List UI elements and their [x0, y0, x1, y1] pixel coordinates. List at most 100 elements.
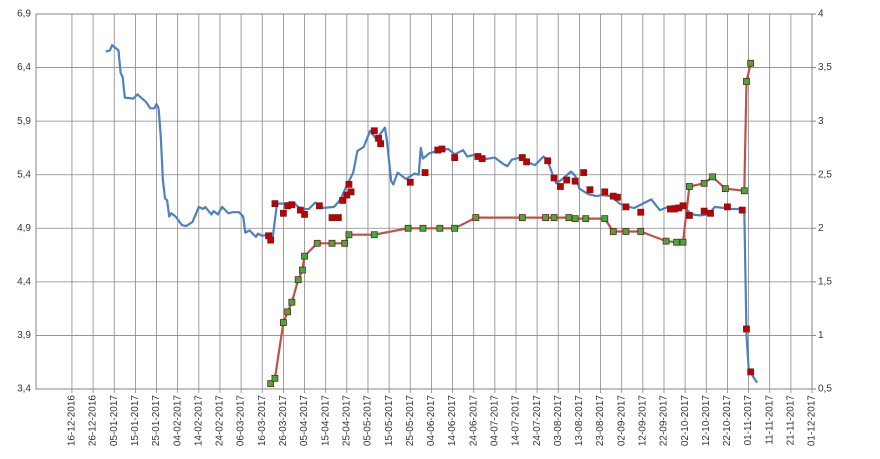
marker — [738, 206, 746, 214]
marker — [637, 208, 645, 216]
marker — [301, 252, 308, 260]
marker — [301, 210, 308, 218]
plot-area — [35, 13, 813, 390]
marker — [685, 212, 693, 219]
marker — [563, 176, 571, 184]
y2-tick-label: 1 — [818, 330, 824, 341]
y-tick-label: 5,9 — [17, 116, 31, 127]
y2-tick-label: 0,5 — [818, 384, 832, 395]
x-tick-label: 11-11-2017 — [764, 395, 775, 445]
x-tick-label: 12-10-2017 — [701, 395, 712, 447]
x-tick-label: 14-02-2017 — [193, 395, 204, 447]
marker — [315, 202, 323, 210]
marker — [740, 187, 748, 195]
x-tick-label: 25-05-2017 — [405, 395, 416, 447]
marker — [341, 239, 349, 247]
marker — [345, 180, 353, 188]
marker — [279, 319, 287, 326]
marker — [267, 236, 275, 244]
marker — [406, 178, 414, 186]
marker — [565, 214, 573, 221]
y2-tick-label: 2 — [818, 223, 824, 234]
marker — [679, 238, 687, 246]
x-tick-label: 01-12-2017 — [807, 395, 818, 447]
x-tick-label: 23-08-2017 — [595, 395, 606, 447]
marker — [267, 380, 275, 388]
marker — [747, 59, 755, 67]
x-tick-label: 04-07-2017 — [489, 395, 500, 447]
marker — [622, 203, 630, 211]
x-tick-label: 21-11-2017 — [785, 395, 796, 446]
marker — [370, 127, 378, 135]
marker — [279, 209, 287, 217]
x-tick-label: 15-04-2017 — [320, 395, 331, 447]
marker — [296, 206, 304, 214]
y-tick-label: 6,9 — [17, 9, 31, 20]
marker — [571, 215, 579, 223]
x-tick-label: 22-09-2017 — [659, 395, 670, 447]
x-tick-label: 22-10-2017 — [722, 395, 733, 447]
x-tick-label: 13-08-2017 — [574, 395, 585, 447]
marker — [404, 224, 412, 232]
marker — [637, 228, 645, 235]
marker — [436, 224, 444, 232]
x-tick-label: 01-11-2017 — [743, 395, 754, 446]
y-tick-label: 4,4 — [17, 276, 31, 287]
x-tick-label: 06-03-2017 — [236, 395, 247, 447]
marker — [421, 169, 429, 176]
y2-tick-label: 3,5 — [818, 62, 832, 73]
marker — [419, 224, 427, 232]
marker — [328, 214, 336, 221]
y2-tick-label: 1,5 — [818, 276, 832, 287]
x-tick-label: 14-07-2017 — [511, 395, 522, 447]
marker — [345, 231, 353, 239]
x-tick-label: 24-02-2017 — [215, 395, 226, 447]
x-tick-label: 05-04-2017 — [299, 395, 310, 447]
x-tick-label: 15-01-2017 — [130, 395, 141, 447]
marker — [700, 207, 708, 215]
marker — [743, 78, 750, 85]
marker — [721, 185, 729, 193]
marker — [743, 325, 750, 333]
marker — [313, 239, 321, 247]
marker — [542, 214, 549, 221]
y-tick-label: 4,9 — [17, 223, 31, 234]
marker — [451, 224, 459, 232]
marker — [328, 239, 336, 247]
marker — [544, 157, 552, 165]
marker — [679, 202, 687, 210]
marker — [550, 174, 558, 182]
marker — [518, 154, 526, 161]
marker — [556, 183, 564, 190]
x-tick-label: 25-01-2017 — [151, 395, 162, 447]
marker — [271, 200, 279, 208]
marker — [377, 140, 385, 148]
marker — [571, 177, 579, 185]
x-tick-label: 24-06-2017 — [468, 395, 479, 447]
marker — [700, 179, 708, 187]
x-tick-label: 16-12-2016 — [67, 395, 78, 447]
x-tick-label: 04-02-2017 — [172, 395, 183, 447]
x-tick-label: 04-06-2017 — [426, 395, 437, 447]
marker — [299, 266, 306, 274]
marker — [370, 231, 378, 239]
y2-tick-label: 3 — [818, 116, 824, 127]
x-tick-label: 16-03-2017 — [257, 395, 268, 447]
marker — [685, 183, 693, 190]
x-tick-label: 25-04-2017 — [341, 395, 352, 447]
x-tick-label: 02-10-2017 — [680, 395, 691, 447]
marker — [288, 201, 296, 209]
x-tick-label: 14-06-2017 — [447, 395, 458, 447]
marker — [662, 237, 670, 245]
marker — [622, 228, 630, 235]
marker — [472, 214, 480, 221]
marker — [709, 173, 717, 181]
marker — [284, 308, 292, 316]
marker — [614, 193, 621, 201]
y-tick-label: 5,4 — [17, 169, 31, 180]
marker — [673, 238, 681, 246]
y2-tick-label: 4 — [818, 9, 824, 20]
marker — [601, 188, 609, 196]
marker — [294, 276, 302, 284]
